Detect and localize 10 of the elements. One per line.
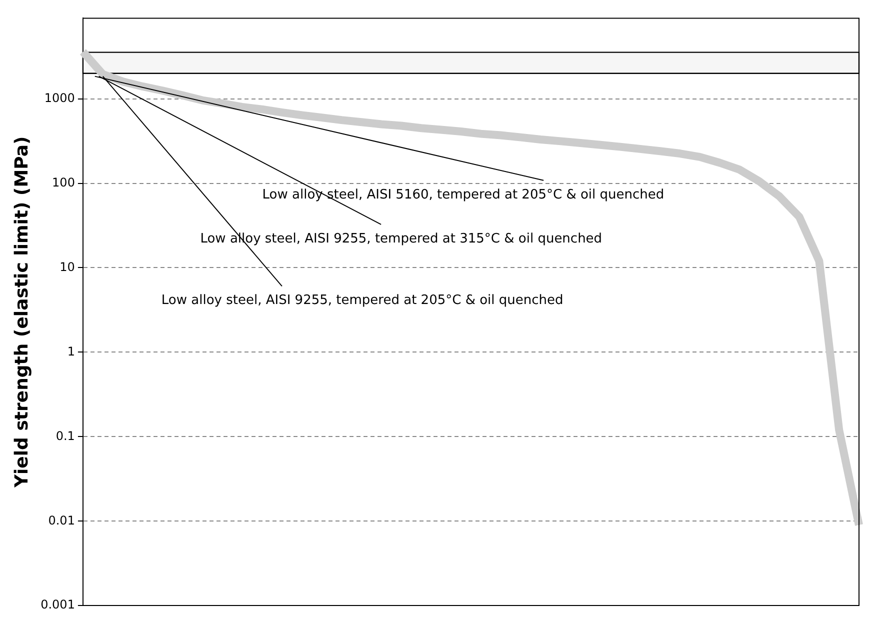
y-tick-label: 0.001 — [40, 598, 75, 612]
y-tick-label: 10 — [60, 260, 75, 274]
y-tick-label: 0.1 — [56, 428, 75, 443]
y-axis-title: Yield strength (elastic limit) (MPa) — [11, 136, 32, 489]
y-tick-label: 0.01 — [48, 513, 75, 528]
y-tick-label: 100 — [52, 175, 75, 190]
annotation: Low alloy steel, AISI 9255, tempered at 205°C & oil quenched — [161, 293, 564, 308]
y-tick-label: 1000 — [44, 90, 75, 105]
y-tick-label: 1 — [67, 344, 75, 358]
annotation: Low alloy steel, AISI 5160, tempered at 205°C & oil quenched — [262, 187, 664, 202]
